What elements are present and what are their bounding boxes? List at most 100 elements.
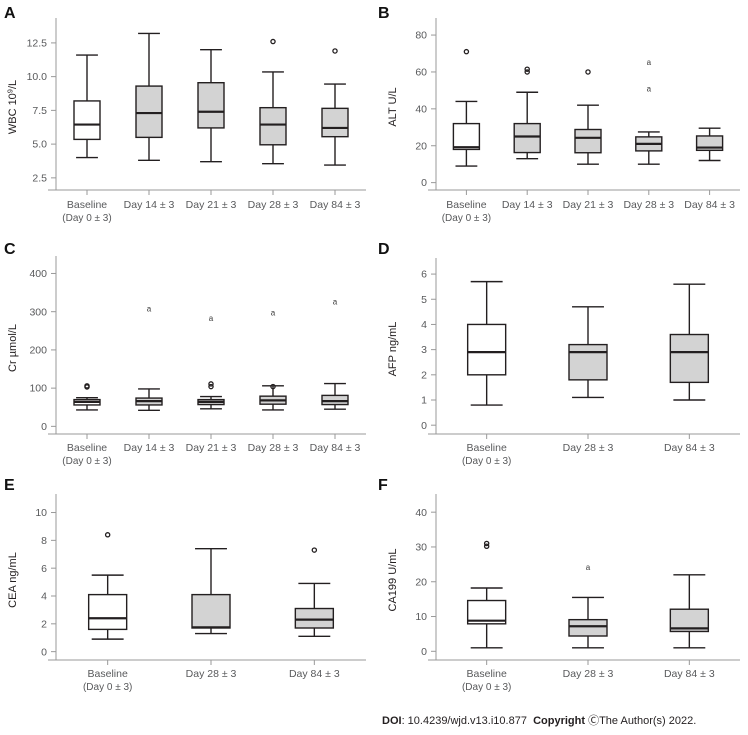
- box-a-1: [135, 85, 163, 139]
- x-category-label: Baseline: [67, 199, 107, 211]
- doi-label: DOI: [382, 715, 402, 727]
- panel-letter-c: C: [4, 241, 16, 258]
- doi-value: : 10.4239/wjd.v13.i10.877: [401, 715, 527, 727]
- y-axis-title: CEA ng/mL: [7, 552, 19, 608]
- y-tick-label: 20: [415, 576, 427, 588]
- y-axis-title: AFP ng/mL: [387, 322, 399, 377]
- y-tick-label: 100: [29, 383, 47, 395]
- plot-f: 0 10 20 30 40 CA199 U/mL Baseline (Day 0 ± 3) a D…: [387, 494, 740, 693]
- plot-c: 0 100 200 300 400 Cr µmol/L Baseline (Day 0 ± 3…: [7, 256, 366, 467]
- x-category-label: Day 84 ± 3: [664, 668, 715, 680]
- x-category-label: Baseline: [446, 199, 486, 211]
- y-tick-label: 40: [415, 507, 427, 519]
- box-c-4: [321, 394, 349, 406]
- panel-letter-e: E: [4, 477, 15, 494]
- plot-b: 0 20 40 60 80 ALT U/L Baseline (Day 0 ± 3) Day 1…: [387, 18, 740, 224]
- x-category-label: Day 28 ± 3: [248, 442, 299, 454]
- outlier-circle-marker: [311, 547, 318, 553]
- outlier-letter-marker: a: [271, 308, 276, 317]
- x-category-label: Day 28 ± 3: [248, 199, 299, 211]
- box-e-1: [191, 593, 231, 629]
- y-tick-label: 200: [29, 345, 47, 357]
- y-tick-label: 3: [421, 344, 427, 356]
- outlier-circle-marker: [104, 532, 111, 538]
- panel-letter-f: F: [378, 477, 388, 494]
- x-category-label: Baseline: [467, 442, 507, 454]
- panel-c: C 0 100 200 300 400 Cr µmol/L Baseline (Day 0 ± …: [0, 238, 374, 478]
- copyright-label: Copyright: [533, 715, 586, 727]
- box-d-2: [669, 333, 710, 384]
- x-category-sublabel: (Day 0 ± 3): [62, 213, 111, 224]
- outlier-circle-marker: [208, 383, 214, 390]
- outlier-circle-marker: [483, 543, 490, 550]
- x-category-label: Baseline: [67, 442, 107, 454]
- x-category-sublabel: (Day 0 ± 3): [62, 456, 111, 467]
- box-a-3: [259, 106, 287, 146]
- y-tick-label: 30: [415, 542, 427, 554]
- y-tick-label: 0: [421, 177, 427, 189]
- y-tick-label: 60: [415, 67, 427, 79]
- box-d-0: [466, 323, 507, 376]
- panel-a: A 2.5 5.0 7.5 10.0 12.5 WBC 109/L Baseline (Day …: [0, 0, 374, 238]
- y-tick-label: 0: [421, 646, 427, 658]
- x-category-label: Baseline: [88, 668, 128, 680]
- outlier-circle-marker: [270, 383, 276, 390]
- y-tick-label: 5: [421, 294, 427, 306]
- box-d-1: [568, 343, 608, 381]
- x-category-label: Day 14 ± 3: [502, 199, 553, 211]
- panel-b: B 0 20 40 60 80 ALT U/L Baseline (Day 0 ± 3) Day …: [374, 0, 748, 238]
- panel-letter-d: D: [378, 241, 390, 258]
- outlier-letter-marker: a: [647, 58, 652, 67]
- plot-d: 0 1 2 3 4 5 6 AFP ng/mL Baseline (Day 0 ± 3) Day 2…: [387, 258, 740, 467]
- y-axis-title: WBC 109/L: [6, 80, 20, 134]
- outlier-circle-marker: [483, 540, 490, 547]
- plot-a: 2.5 5.0 7.5 10.0 12.5 WBC 109/L Baseline (Day 0…: [6, 18, 366, 224]
- x-category-label: Day 84 ± 3: [664, 442, 715, 454]
- y-tick-label: 10: [415, 611, 427, 623]
- x-category-label: Day 28 ± 3: [563, 442, 614, 454]
- box-f-0: [466, 599, 507, 625]
- y-tick-label: 400: [29, 268, 47, 280]
- panel-d: D 0 1 2 3 4 5 6 AFP ng/mL Baseline (Day 0 ± 3) Day …: [374, 238, 748, 478]
- y-tick-label: 20: [415, 140, 427, 152]
- y-tick-label: 5.0: [32, 139, 47, 151]
- outlier-circle-marker: [332, 48, 338, 54]
- outlier-circle-marker: [84, 383, 90, 389]
- outlier-circle-marker: [463, 48, 470, 55]
- x-category-label: Day 28 ± 3: [563, 668, 614, 680]
- box-b-1: [513, 122, 541, 154]
- y-tick-label: 10.0: [27, 71, 48, 83]
- y-tick-label: 80: [415, 30, 427, 42]
- y-tick-label: 0: [421, 420, 427, 432]
- x-category-label: Day 28 ± 3: [186, 668, 237, 680]
- y-axis-title: ALT U/L: [387, 87, 399, 126]
- y-tick-label: 0: [41, 646, 47, 658]
- y-tick-label: 300: [29, 306, 47, 318]
- x-category-label: Day 84 ± 3: [289, 668, 340, 680]
- y-tick-label: 40: [415, 103, 427, 115]
- y-tick-label: 10: [35, 507, 47, 519]
- y-tick-label: 12.5: [27, 37, 48, 49]
- box-b-0: [452, 122, 481, 151]
- x-category-sublabel: (Day 0 ± 3): [442, 213, 491, 224]
- box-e-0: [87, 593, 128, 631]
- x-category-label: Baseline: [467, 668, 507, 680]
- y-tick-label: 6: [421, 269, 427, 281]
- figure-footer: DOI: 10.4239/wjd.v13.i10.877 Copyright Ⓒ…: [382, 712, 696, 728]
- y-tick-label: 1: [421, 395, 427, 407]
- outlier-circle-marker: [524, 66, 530, 72]
- x-category-label: Day 21 ± 3: [186, 199, 237, 211]
- panel-f: F 0 10 20 30 40 CA199 U/mL Baseline (Day 0 ± 3) a…: [374, 478, 748, 708]
- x-category-label: Day 21 ± 3: [563, 199, 614, 211]
- x-category-label: Day 14 ± 3: [124, 442, 175, 454]
- y-tick-label: 4: [41, 591, 47, 603]
- x-category-label: Day 84 ± 3: [310, 442, 361, 454]
- outlier-circle-marker: [270, 38, 276, 45]
- x-category-label: Day 84 ± 3: [684, 199, 735, 211]
- y-tick-label: 0: [41, 421, 47, 433]
- box-f-2: [669, 608, 710, 633]
- outlier-letter-marker: a: [209, 314, 214, 323]
- panel-letter-a: A: [4, 5, 16, 22]
- y-tick-label: 2: [41, 618, 47, 630]
